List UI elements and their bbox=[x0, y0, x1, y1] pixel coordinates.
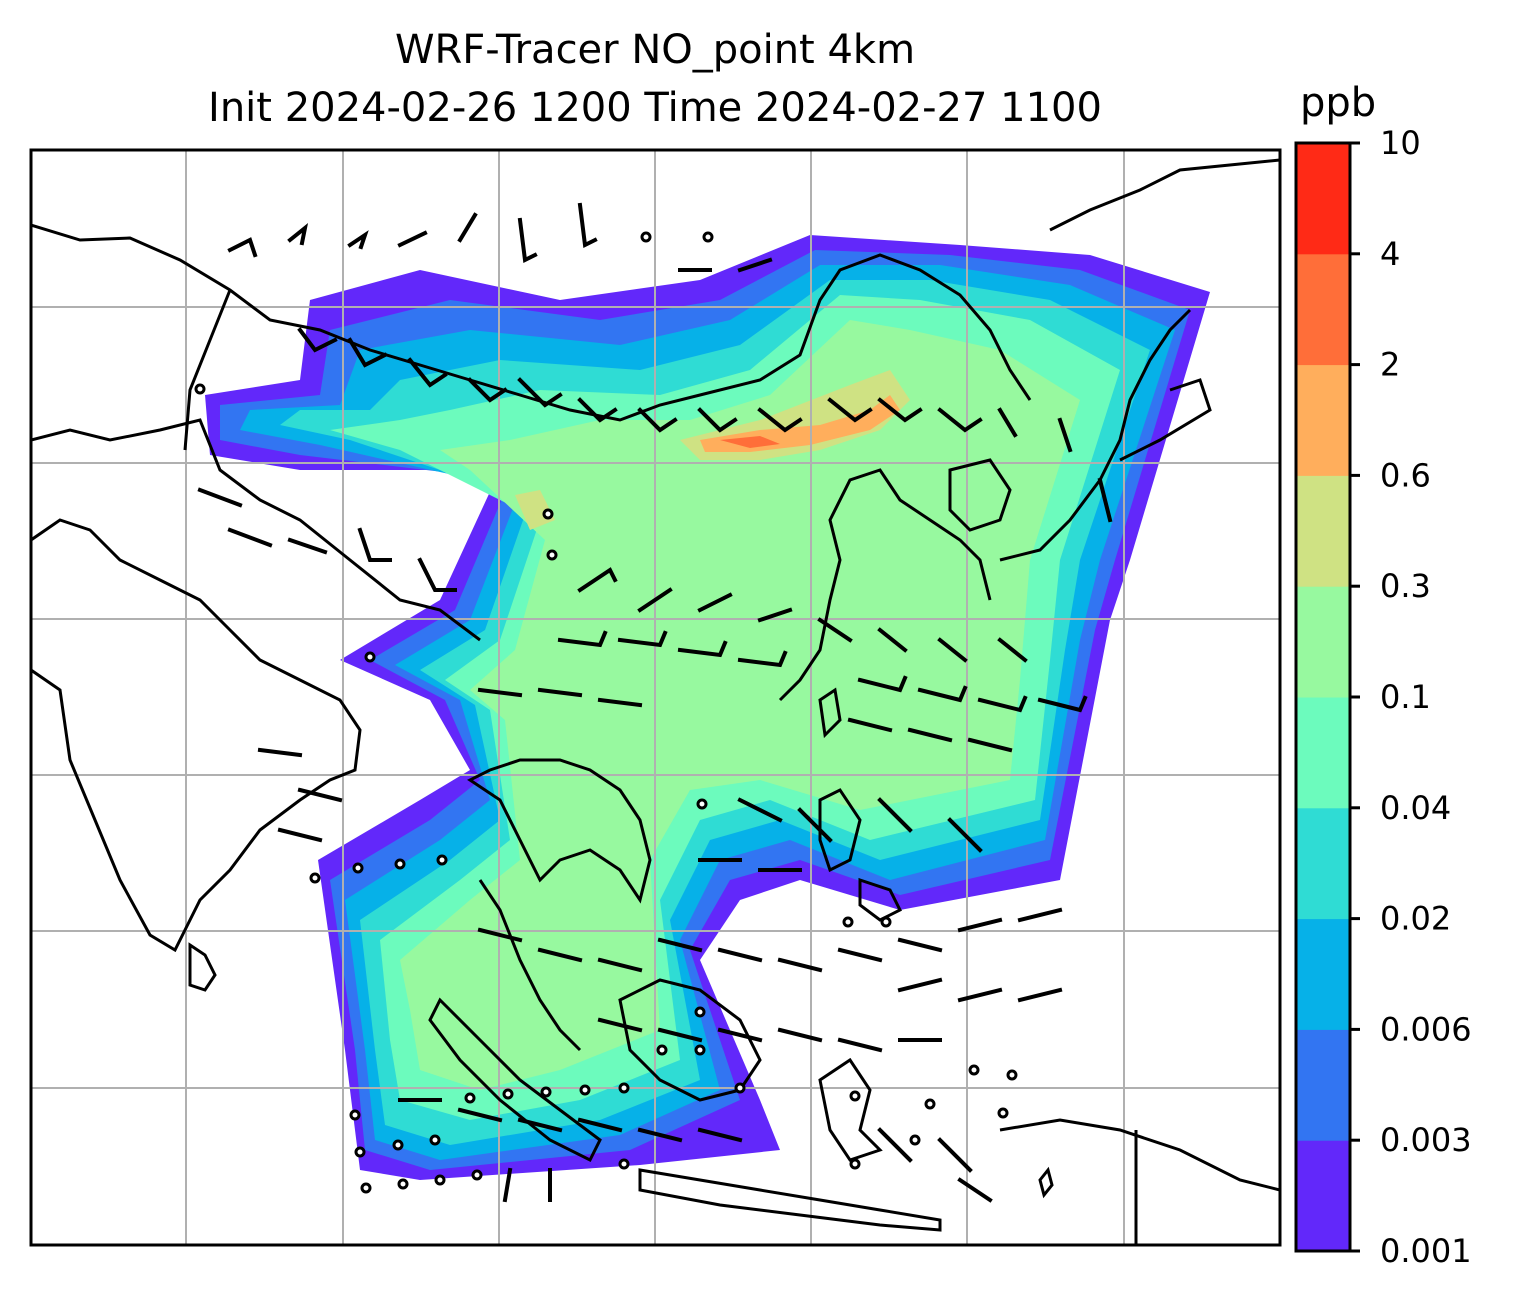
colorbar-segment bbox=[1296, 697, 1350, 809]
wind-barbs bbox=[197, 202, 1113, 1203]
colorbar-tick-label: 0.3 bbox=[1380, 567, 1431, 605]
calm-wind-markers bbox=[194, 231, 1018, 1194]
tracer-field bbox=[205, 235, 1210, 1180]
map-frame bbox=[29, 148, 1282, 1247]
colorbar-unit: ppb bbox=[1300, 80, 1377, 126]
colorbar-tick-label: 0.6 bbox=[1380, 456, 1431, 494]
colorbar-tick-label: 0.006 bbox=[1380, 1010, 1472, 1048]
colorbar-tick-label: 4 bbox=[1380, 235, 1400, 273]
colorbar-tick-label: 0.003 bbox=[1380, 1121, 1472, 1159]
colorbar-segment bbox=[1296, 807, 1350, 920]
colorbar-ticks: 0.001 0.003 0.006 0.02 0.04 0.1 0.3 0.6 2 4 10 bbox=[1350, 124, 1472, 1270]
colorbar-segment bbox=[1296, 253, 1350, 366]
colorbar bbox=[1294, 141, 1352, 1253]
tracer-level-0.1 bbox=[400, 320, 1080, 1090]
colorbar-tick-label: 0.04 bbox=[1380, 789, 1451, 827]
colorbar-segment bbox=[1296, 586, 1350, 698]
map-title-line1: WRF-Tracer NO_point 4km bbox=[394, 27, 916, 73]
colorbar-segment bbox=[1296, 918, 1350, 1030]
colorbar-segment bbox=[1296, 1140, 1350, 1252]
colorbar-segment bbox=[1296, 475, 1350, 587]
colorbar-tick-label: 2 bbox=[1380, 346, 1400, 384]
gridlines bbox=[31, 150, 1280, 1245]
colorbar-tick-label: 0.02 bbox=[1380, 900, 1451, 938]
colorbar-segment bbox=[1296, 1029, 1350, 1141]
colorbar-tick-label: 0.001 bbox=[1380, 1232, 1472, 1270]
colorbar-segment bbox=[1296, 143, 1350, 255]
colorbar-tick-label: 0.1 bbox=[1380, 678, 1431, 716]
coastlines bbox=[31, 158, 1280, 1245]
map-area bbox=[31, 150, 1280, 1245]
colorbar-segment bbox=[1296, 364, 1350, 476]
colorbar-tick-label: 10 bbox=[1380, 124, 1421, 162]
map-title-line2: Init 2024-02-26 1200 Time 2024-02-27 110… bbox=[208, 85, 1102, 131]
tracer-level-2 bbox=[720, 436, 780, 448]
